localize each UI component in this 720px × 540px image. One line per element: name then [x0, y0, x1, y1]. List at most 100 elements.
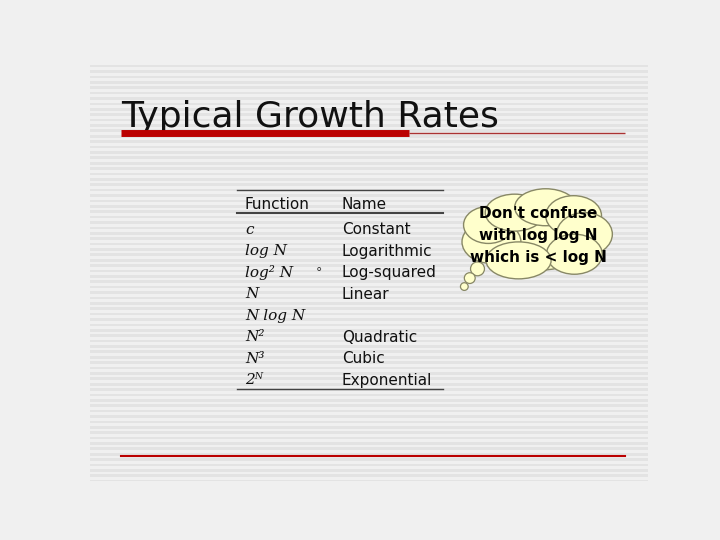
Bar: [90, 394, 648, 396]
Bar: [90, 302, 648, 305]
Bar: [90, 81, 648, 84]
Text: N log N: N log N: [245, 309, 305, 323]
Text: N³: N³: [245, 352, 264, 366]
Ellipse shape: [486, 242, 551, 279]
Bar: [90, 162, 648, 165]
Bar: [90, 108, 648, 111]
Text: c: c: [245, 222, 253, 237]
Bar: [90, 415, 648, 418]
Bar: [90, 323, 648, 326]
Bar: [90, 388, 648, 391]
Bar: [90, 140, 648, 143]
Bar: [90, 280, 648, 283]
Bar: [90, 291, 648, 294]
Bar: [90, 404, 648, 407]
Bar: [90, 259, 648, 261]
Bar: [90, 340, 648, 342]
Bar: [90, 194, 648, 197]
Text: Typical Growth Rates: Typical Growth Rates: [121, 100, 499, 134]
Bar: [90, 410, 648, 413]
Bar: [90, 215, 648, 218]
Bar: [90, 469, 648, 472]
Bar: [90, 442, 648, 445]
Bar: [90, 135, 648, 138]
Bar: [90, 242, 648, 245]
Bar: [90, 200, 648, 202]
Bar: [90, 345, 648, 348]
Bar: [90, 437, 648, 440]
Bar: [90, 124, 648, 127]
Bar: [90, 76, 648, 78]
Bar: [90, 480, 648, 483]
Bar: [90, 130, 648, 132]
Bar: [90, 173, 648, 176]
Bar: [90, 296, 648, 299]
Bar: [90, 189, 648, 192]
Bar: [90, 211, 648, 213]
Bar: [90, 221, 648, 224]
Bar: [90, 372, 648, 375]
Bar: [90, 475, 648, 477]
Text: °: °: [315, 266, 322, 279]
Bar: [90, 448, 648, 450]
Ellipse shape: [557, 213, 612, 256]
Text: Linear: Linear: [342, 287, 390, 302]
Bar: [90, 151, 648, 154]
Ellipse shape: [485, 206, 590, 271]
Bar: [90, 313, 648, 315]
Bar: [90, 248, 648, 251]
Bar: [90, 65, 648, 68]
Bar: [90, 399, 648, 402]
Bar: [90, 367, 648, 369]
Text: 2ᴺ: 2ᴺ: [245, 374, 263, 388]
Bar: [90, 92, 648, 94]
Ellipse shape: [485, 194, 544, 231]
Ellipse shape: [515, 189, 577, 226]
Bar: [90, 113, 648, 116]
Bar: [90, 383, 648, 386]
Text: Logarithmic: Logarithmic: [342, 244, 433, 259]
Bar: [90, 253, 648, 256]
Text: Constant: Constant: [342, 222, 410, 237]
Circle shape: [464, 273, 475, 284]
Text: N: N: [245, 287, 258, 301]
Bar: [90, 350, 648, 353]
Bar: [90, 421, 648, 423]
Bar: [90, 264, 648, 267]
Bar: [90, 431, 648, 434]
Bar: [90, 307, 648, 310]
Bar: [90, 70, 648, 73]
Text: Don't confuse
with log log N
which is < log N: Don't confuse with log log N which is < …: [469, 206, 606, 266]
Ellipse shape: [462, 220, 521, 264]
Bar: [90, 464, 648, 467]
Bar: [90, 361, 648, 364]
Text: log N: log N: [245, 244, 287, 258]
Text: Function: Function: [245, 197, 310, 212]
Bar: [90, 167, 648, 170]
Bar: [90, 458, 648, 461]
Bar: [90, 275, 648, 278]
Text: Log-squared: Log-squared: [342, 265, 437, 280]
Bar: [90, 86, 648, 89]
Text: Name: Name: [342, 197, 387, 212]
Bar: [90, 97, 648, 100]
Text: Cubic: Cubic: [342, 352, 384, 367]
Bar: [90, 205, 648, 208]
Circle shape: [461, 283, 468, 291]
Bar: [90, 157, 648, 159]
Bar: [90, 334, 648, 337]
Text: Quadratic: Quadratic: [342, 330, 417, 345]
Text: N²: N²: [245, 330, 264, 345]
Bar: [90, 103, 648, 105]
Bar: [90, 377, 648, 380]
Bar: [90, 286, 648, 288]
Bar: [90, 232, 648, 234]
Ellipse shape: [546, 195, 601, 236]
Bar: [90, 178, 648, 181]
Ellipse shape: [464, 206, 513, 244]
Text: log² N: log² N: [245, 265, 293, 280]
Circle shape: [471, 262, 485, 276]
Bar: [90, 269, 648, 272]
Ellipse shape: [546, 234, 602, 274]
Bar: [90, 426, 648, 429]
